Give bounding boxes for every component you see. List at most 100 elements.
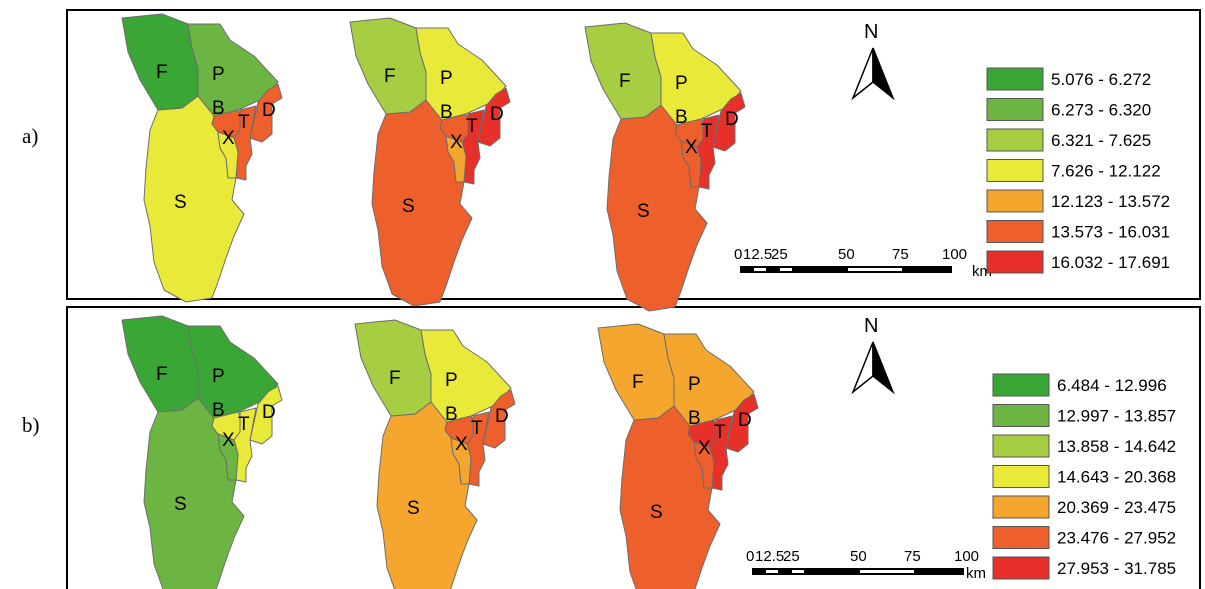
region-label-t: T: [238, 112, 250, 133]
region-label-b: B: [212, 98, 225, 119]
scale-tick-label: 75: [904, 548, 921, 565]
region-label-f: F: [389, 368, 401, 389]
north-arrow-a-label: N: [864, 21, 878, 43]
north-arrow-b-label: N: [864, 315, 878, 337]
legend-swatch: [992, 404, 1050, 427]
region-label-d: D: [495, 406, 509, 427]
region-label-p: P: [445, 370, 458, 391]
legend-swatch: [986, 98, 1044, 121]
region-label-d: D: [738, 410, 752, 431]
region-label-t: T: [238, 414, 250, 435]
region-label-s: S: [402, 196, 415, 217]
legend-swatch: [986, 250, 1044, 274]
north-arrow-icon: [851, 47, 895, 101]
north-arrow-icon: [851, 341, 895, 395]
region-label-p: P: [688, 374, 701, 395]
legend-a: 5.076 - 6.272 6.273 - 6.320 6.321 - 7.625 7…: [986, 67, 1170, 274]
map-b-3: F PB DTX S: [597, 323, 759, 589]
region-label-t: T: [466, 116, 478, 137]
region-label-t: T: [471, 418, 483, 439]
scale-tick-label: 12.5: [755, 548, 784, 565]
scale-unit: km: [966, 565, 986, 582]
region-label-s: S: [650, 502, 663, 523]
scale-tick-label: 12.5: [743, 246, 772, 263]
region-label-t: T: [714, 422, 726, 443]
legend-label: 7.626 - 12.122: [1051, 162, 1161, 181]
legend-label: 6.273 - 6.320: [1051, 101, 1151, 120]
region-label-b: B: [440, 102, 453, 123]
north-arrow-b: N: [851, 315, 895, 395]
region-label-x: X: [685, 137, 698, 158]
legend-label: 12.997 - 13.857: [1057, 407, 1176, 426]
panel-b-frame: [66, 306, 1201, 589]
north-arrow-a: N: [851, 21, 895, 101]
scale-tick-label: 50: [850, 548, 867, 565]
map-b-2: F PB DTX S: [354, 319, 516, 589]
legend-swatch: [992, 495, 1050, 519]
legend-label: 14.643 - 20.368: [1057, 468, 1176, 487]
legend-swatch: [992, 434, 1050, 458]
region-label-p: P: [212, 366, 225, 387]
region-label-p: P: [440, 68, 453, 89]
legend-swatch: [986, 67, 1044, 91]
region-label-s: S: [174, 494, 187, 515]
region-label-s: S: [637, 201, 650, 222]
region-label-t: T: [701, 121, 713, 142]
legend-label: 6.321 - 7.625: [1051, 131, 1151, 150]
legend-swatch: [992, 465, 1050, 488]
region-label-x: X: [450, 132, 463, 153]
region-label-p: P: [675, 73, 688, 94]
scale-bar-a: 0 12.5 25 50 75 100 km: [734, 246, 992, 280]
legend-swatch: [992, 556, 1050, 580]
region-label-x: X: [698, 438, 711, 459]
region-label-p: P: [212, 64, 225, 85]
legend-swatch: [986, 220, 1044, 243]
scale-bar-b: 0 12.5 25 50 75 100 km: [746, 548, 986, 582]
legend-label: 6.484 - 12.996: [1057, 376, 1167, 395]
region-label-f: F: [156, 62, 168, 83]
legend-swatch: [986, 128, 1044, 152]
legend-swatch: [992, 526, 1050, 549]
region-label-b: B: [688, 408, 701, 429]
panel-a-label: a): [22, 124, 38, 148]
map-a-1: F PB DTX S: [121, 13, 283, 303]
legend-label: 16.032 - 17.691: [1051, 253, 1170, 272]
region-label-d: D: [490, 104, 504, 125]
map-b-1: F PB DTX S: [121, 315, 283, 589]
region-label-s: S: [407, 498, 420, 519]
legend-swatch: [986, 189, 1044, 213]
region-label-x: X: [222, 430, 235, 451]
legend-label: 20.369 - 23.475: [1057, 498, 1176, 517]
scale-tick-label: 75: [892, 246, 909, 263]
map-a-3: F PB DTX S: [584, 22, 746, 312]
legend-label: 12.123 - 13.572: [1051, 192, 1170, 211]
legend-label: 23.476 - 27.952: [1057, 529, 1176, 548]
panel-b-label: b): [22, 413, 40, 437]
legend-label: 27.953 - 31.785: [1057, 559, 1176, 578]
region-label-s: S: [174, 192, 187, 213]
region-label-b: B: [675, 107, 688, 128]
region-label-b: B: [445, 404, 458, 425]
region-label-f: F: [384, 66, 396, 87]
legend-b: 6.484 - 12.996 12.997 - 13.857 13.858 - 14…: [992, 373, 1176, 580]
legend-layer: 5.076 - 6.272 6.273 - 6.320 6.321 - 7.625 7…: [986, 67, 1176, 580]
region-label-b: B: [212, 400, 225, 421]
legend-label: 5.076 - 6.272: [1051, 70, 1151, 89]
scale-tick-label: 50: [838, 246, 855, 263]
scale-tick-label: 0: [746, 548, 754, 565]
region-label-f: F: [619, 71, 631, 92]
legend-label: 13.573 - 16.031: [1051, 223, 1170, 242]
legend-swatch: [992, 373, 1050, 397]
region-label-d: D: [262, 100, 276, 121]
scale-tick-label: 0: [734, 246, 742, 263]
scale-tick-label: 25: [771, 246, 788, 263]
region-label-d: D: [725, 109, 739, 130]
map-a-2: F PB DTX S: [349, 17, 511, 307]
scale-tick-label: 100: [954, 548, 979, 565]
scale-tick-label: 100: [942, 246, 967, 263]
scale-tick-label: 25: [783, 548, 800, 565]
region-label-d: D: [262, 402, 276, 423]
legend-swatch: [986, 159, 1044, 182]
